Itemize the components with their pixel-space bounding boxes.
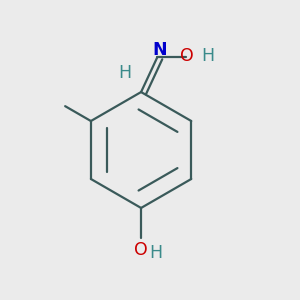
Text: N: N	[152, 40, 167, 58]
Text: H: H	[118, 64, 131, 82]
Text: H: H	[201, 46, 214, 64]
Text: H: H	[149, 244, 163, 262]
Text: O: O	[134, 241, 148, 259]
Text: O: O	[180, 46, 194, 64]
